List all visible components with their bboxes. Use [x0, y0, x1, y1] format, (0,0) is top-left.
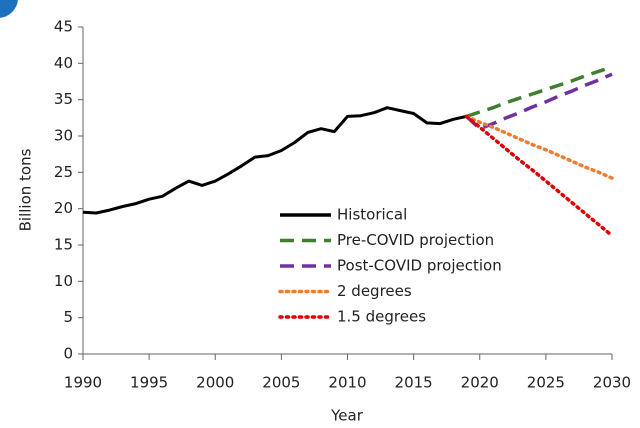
y-tick-label: 35 [54, 90, 73, 108]
series-line [464, 114, 614, 180]
x-tick-label: 1990 [64, 374, 102, 392]
x-tick-label: 2005 [262, 374, 300, 392]
y-tick-label: 30 [54, 127, 73, 145]
y-tick-label: 45 [54, 18, 73, 36]
corner-icon [0, 0, 18, 18]
legend-label: Pre-COVID projection [337, 231, 494, 249]
x-tick-label: 2020 [461, 374, 499, 392]
x-tick-label: 2030 [593, 374, 631, 392]
legend-label: 2 degrees [337, 282, 412, 300]
y-tick-label: 25 [54, 163, 73, 181]
x-tick-label: 2010 [328, 374, 366, 392]
y-tick-label: 10 [54, 272, 73, 290]
x-tick-label: 2025 [527, 374, 565, 392]
y-tick-label: 15 [54, 236, 73, 254]
x-tick-label: 2000 [196, 374, 234, 392]
legend-label: 1.5 degrees [337, 308, 426, 326]
series-line [82, 106, 467, 215]
y-tick-label: 5 [63, 308, 73, 326]
y-tick-label: 0 [63, 345, 73, 363]
x-axis-title: Year [330, 407, 364, 425]
x-tick-label: 2015 [395, 374, 433, 392]
legend-label: Post-COVID projection [337, 257, 502, 275]
legend-label: Historical [337, 206, 407, 224]
y-tick-label: 20 [54, 199, 73, 217]
series-line [465, 72, 613, 131]
series-line [464, 114, 614, 238]
y-tick-label: 40 [54, 54, 73, 72]
x-tick-label: 1995 [130, 374, 168, 392]
y-axis-title: Billion tons [17, 148, 35, 231]
series-line [465, 65, 613, 119]
